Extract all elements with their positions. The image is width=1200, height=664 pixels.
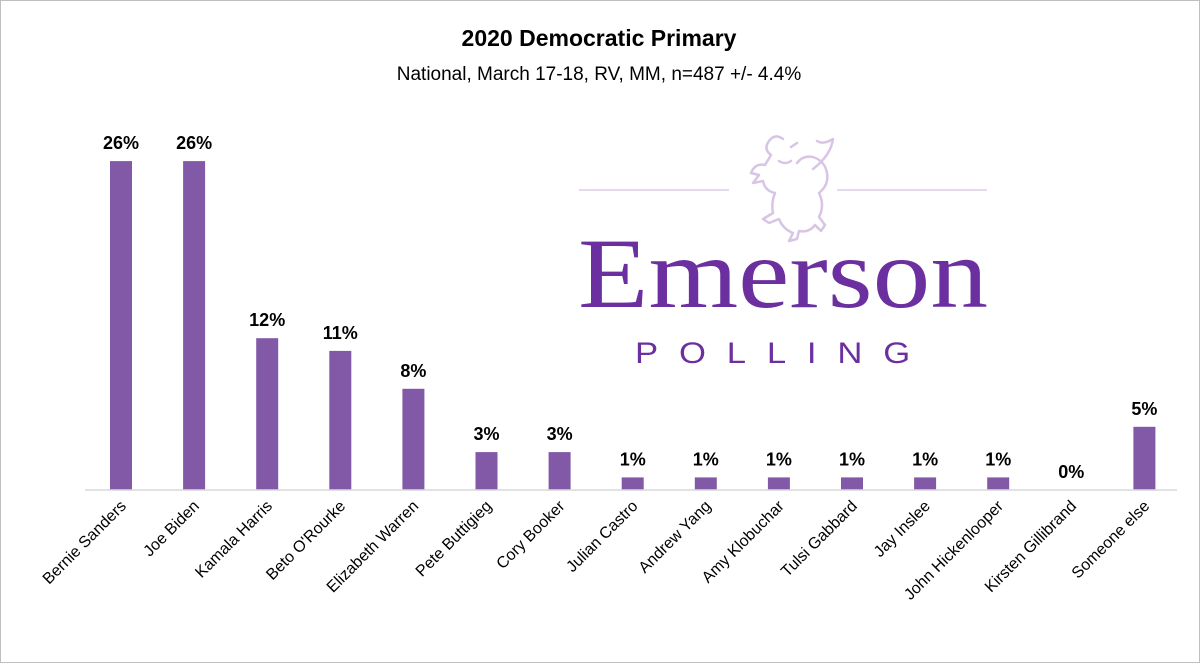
x-tick-label: Cory Booker: [494, 497, 569, 572]
bar: [110, 161, 132, 490]
bar: [914, 477, 937, 491]
x-tick-label: Tulsi Gabbard: [778, 498, 861, 581]
data-label: 1%: [912, 449, 938, 469]
bar-series: [110, 161, 1156, 491]
bar: [987, 477, 1010, 491]
x-tick-label: Joe Biden: [141, 498, 203, 560]
bar: [694, 477, 717, 491]
data-labels: 26% 26% 12% 11% 8% 3% 3% 1% 1% 1% 1% 1% 1% 0% 5%: [103, 133, 1157, 482]
bar: [402, 388, 425, 490]
data-label: 12%: [249, 310, 285, 330]
data-label: 1%: [766, 449, 792, 469]
x-tick-label: Someone else: [1069, 498, 1153, 582]
data-label: 5%: [1131, 399, 1157, 419]
x-tick-label: Bernie Sanders: [40, 498, 130, 588]
data-label: 1%: [693, 449, 719, 469]
data-label: 26%: [103, 133, 139, 153]
lion-rampant-icon: [749, 135, 835, 243]
data-label: 26%: [176, 133, 212, 153]
data-label: 11%: [323, 323, 358, 343]
bar: [256, 338, 279, 490]
bar: [1133, 426, 1156, 491]
data-label: 3%: [473, 424, 499, 444]
x-tick-label: Pete Buttigieg: [413, 498, 495, 580]
data-label: 3%: [547, 424, 573, 444]
chart-subtitle: National, March 17-18, RV, MM, n=487 +/-…: [397, 64, 802, 85]
logo-subtitle: POLLING: [635, 337, 931, 370]
data-label: 1%: [620, 449, 646, 469]
x-tick-label: Andrew Yang: [636, 498, 715, 577]
bar: [841, 477, 863, 491]
logo-word: Emerson: [578, 218, 988, 329]
x-tick-label: Jay Inslee: [871, 498, 934, 561]
data-label: 8%: [400, 361, 426, 381]
bar: [329, 350, 352, 491]
emerson-polling-logo: Emerson POLLING: [578, 135, 988, 370]
bar: [621, 477, 644, 491]
bar: [183, 161, 206, 490]
data-label: 1%: [839, 449, 865, 469]
chart-title: 2020 Democratic Primary: [462, 25, 737, 51]
x-tick-label: Kamala Harris: [192, 498, 276, 582]
bar: [767, 477, 790, 491]
bar: [548, 452, 571, 491]
data-label: 1%: [985, 449, 1011, 469]
x-tick-label: Julian Castro: [563, 498, 641, 576]
data-label: 0%: [1058, 462, 1084, 482]
bar: [475, 452, 498, 491]
